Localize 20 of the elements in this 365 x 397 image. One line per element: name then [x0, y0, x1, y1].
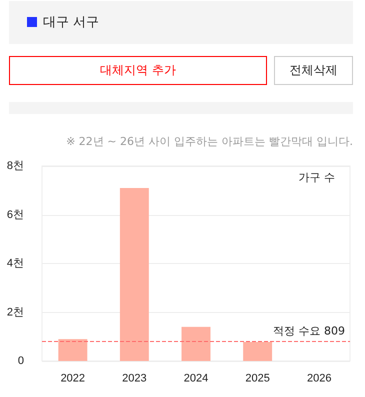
- bar: [182, 326, 210, 361]
- y-tick-label: 8천: [6, 160, 24, 172]
- x-tick-label: 2026: [306, 372, 332, 384]
- bar: [243, 342, 272, 361]
- y-tick-label: 4천: [6, 258, 24, 270]
- x-tick-label: 2025: [245, 372, 270, 384]
- y-axis-title: 가구 수: [298, 171, 336, 184]
- chart-title: 대구 서구: [43, 14, 100, 31]
- x-tick-label: 2023: [122, 372, 147, 384]
- ref-line-label: 적정 수요 809: [273, 324, 345, 338]
- x-tick-label: 2024: [184, 372, 208, 384]
- text: 대체지역 추가: [9, 56, 267, 85]
- bar: [58, 339, 88, 361]
- y-tick-label: 0: [18, 355, 24, 367]
- bar: [120, 188, 149, 361]
- text: 전체삭제: [274, 56, 353, 85]
- y-tick-label: 2천: [6, 306, 24, 318]
- x-tick-label: 2022: [60, 372, 86, 384]
- y-tick-label: 6천: [6, 208, 24, 221]
- text: ※ 22년 ~ 26년 사이 입주하는 아파트는 빨간막대 입니다.: [66, 134, 353, 149]
